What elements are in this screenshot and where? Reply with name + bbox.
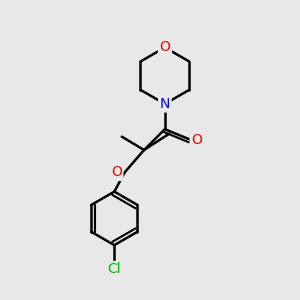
Text: O: O [159,40,170,55]
Text: O: O [111,165,122,179]
Text: O: O [191,133,202,147]
Text: Cl: Cl [107,262,121,277]
Text: N: N [160,97,170,111]
